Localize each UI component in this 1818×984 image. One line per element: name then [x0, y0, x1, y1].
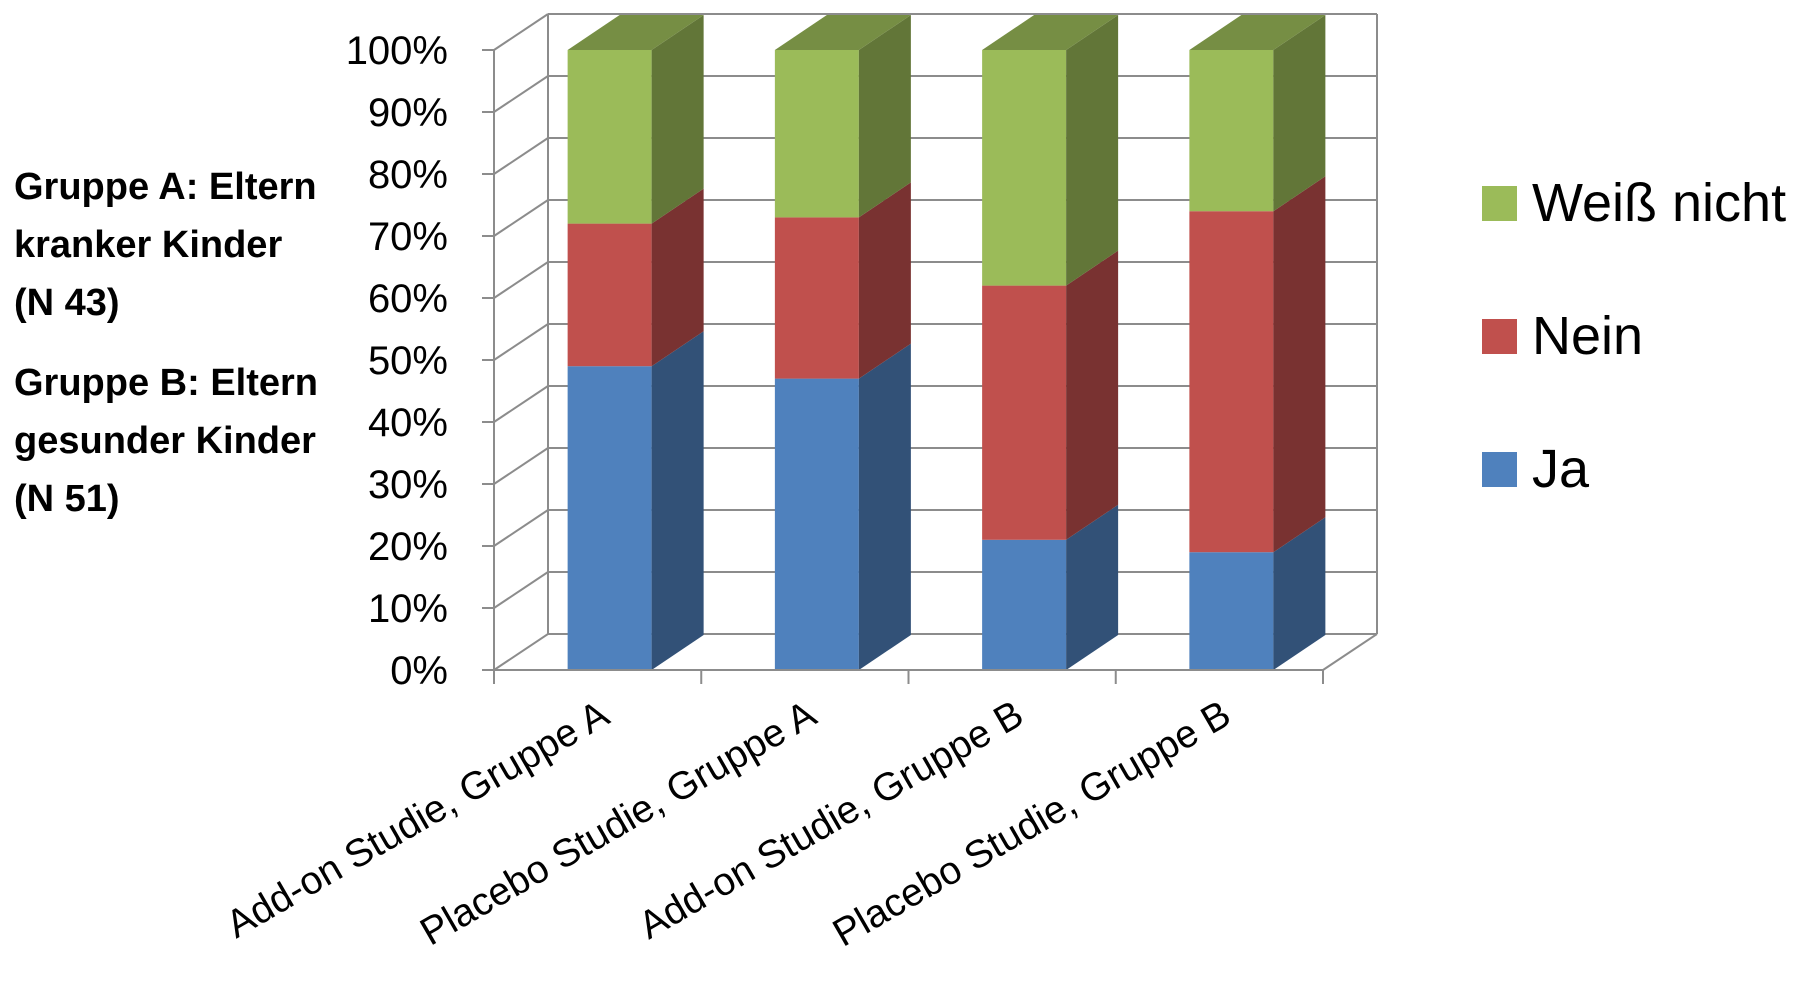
x-tick-label: Add-on Studie, Gruppe A — [219, 693, 616, 947]
bar-side — [651, 15, 704, 224]
bar-segment — [982, 15, 1119, 286]
bar-segment — [1189, 15, 1326, 212]
bar-top — [774, 15, 911, 50]
legend: Weiß nicht Nein Ja — [1482, 173, 1786, 499]
bar-segment — [982, 504, 1119, 670]
side-gridline — [493, 137, 549, 175]
bar-segment — [774, 343, 911, 670]
y-tick-label: 20% — [368, 525, 448, 569]
side-gridline — [493, 323, 549, 361]
legend-label: Ja — [1532, 439, 1590, 499]
bar-front — [774, 50, 859, 218]
bar-segment — [774, 182, 911, 379]
y-tick-label: 80% — [368, 153, 448, 197]
bar-top — [982, 15, 1119, 50]
bar-front — [1189, 211, 1274, 553]
bar-segment — [1189, 176, 1326, 553]
bar-front — [982, 285, 1067, 540]
bar-side — [1273, 176, 1326, 553]
bar-side — [651, 188, 704, 367]
bar-front — [774, 378, 859, 670]
floor-edge — [1322, 633, 1378, 671]
bar-segment — [1189, 517, 1326, 670]
side-gridline — [493, 571, 549, 609]
side-gridline — [493, 75, 549, 113]
group-b-annotation: Gruppe B: Eltern gesunder Kinder (N 51) — [14, 362, 319, 520]
y-tick-label: 0% — [390, 649, 448, 693]
bar-side — [858, 15, 911, 218]
side-gridline — [493, 509, 549, 547]
bar-segment — [774, 15, 911, 218]
legend-swatch — [1482, 452, 1517, 487]
bar-front — [982, 539, 1067, 670]
y-tick-label: 10% — [368, 587, 448, 631]
y-tick-label: 40% — [368, 401, 448, 445]
legend-label: Nein — [1532, 306, 1643, 366]
y-tick-label: 50% — [368, 339, 448, 383]
side-gridline — [493, 199, 549, 237]
side-gridline — [493, 13, 549, 51]
bar-front — [567, 50, 652, 224]
y-tick-label: 70% — [368, 215, 448, 259]
bar-segment — [567, 188, 704, 367]
y-tick-label: 90% — [368, 91, 448, 135]
x-tick-label: Placebo Studie, Gruppe B — [826, 693, 1238, 956]
bar-segment — [567, 331, 704, 670]
side-gridline — [493, 385, 549, 423]
bar-side — [1066, 250, 1119, 540]
y-tick-label: 100% — [346, 29, 448, 73]
legend-swatch — [1482, 319, 1517, 354]
group-a-annotation: Gruppe A: Eltern kranker Kinder (N 43) — [14, 166, 317, 324]
bar-front — [982, 50, 1067, 286]
legend-entry: Ja — [1482, 439, 1590, 499]
bar-front — [1189, 50, 1274, 212]
bar-side — [858, 343, 911, 670]
bar-segment — [567, 15, 704, 224]
bar-segment — [982, 250, 1119, 540]
side-gridline — [493, 447, 549, 485]
bar-front — [774, 217, 859, 379]
bars-layer — [567, 15, 1326, 670]
axis-layer: 0% 10% 20% 30% 40% 50% 60% 70% 80% 90% 100% Add-on … — [219, 29, 1324, 956]
x-tick-label: Add-on Studie, Gruppe B — [632, 693, 1031, 948]
y-tick-label: 60% — [368, 277, 448, 321]
bar-front — [567, 366, 652, 670]
bar-side — [1066, 504, 1119, 670]
bar-side — [1273, 15, 1326, 212]
bar-front — [567, 223, 652, 367]
legend-swatch — [1482, 186, 1517, 221]
side-gridline — [493, 261, 549, 299]
bar-side — [1273, 517, 1326, 670]
legend-label: Weiß nicht — [1532, 173, 1786, 233]
bar-top — [567, 15, 704, 50]
bar-side — [651, 331, 704, 670]
bar-side — [858, 182, 911, 379]
bar-side — [1066, 15, 1119, 286]
legend-entry: Nein — [1482, 306, 1643, 366]
side-gridline — [493, 633, 549, 671]
x-tick-label: Placebo Studie, Gruppe A — [413, 693, 823, 955]
y-tick-label: 30% — [368, 463, 448, 507]
bar-top — [1189, 15, 1326, 50]
bar-front — [1189, 552, 1274, 670]
legend-entry: Weiß nicht — [1482, 173, 1786, 233]
